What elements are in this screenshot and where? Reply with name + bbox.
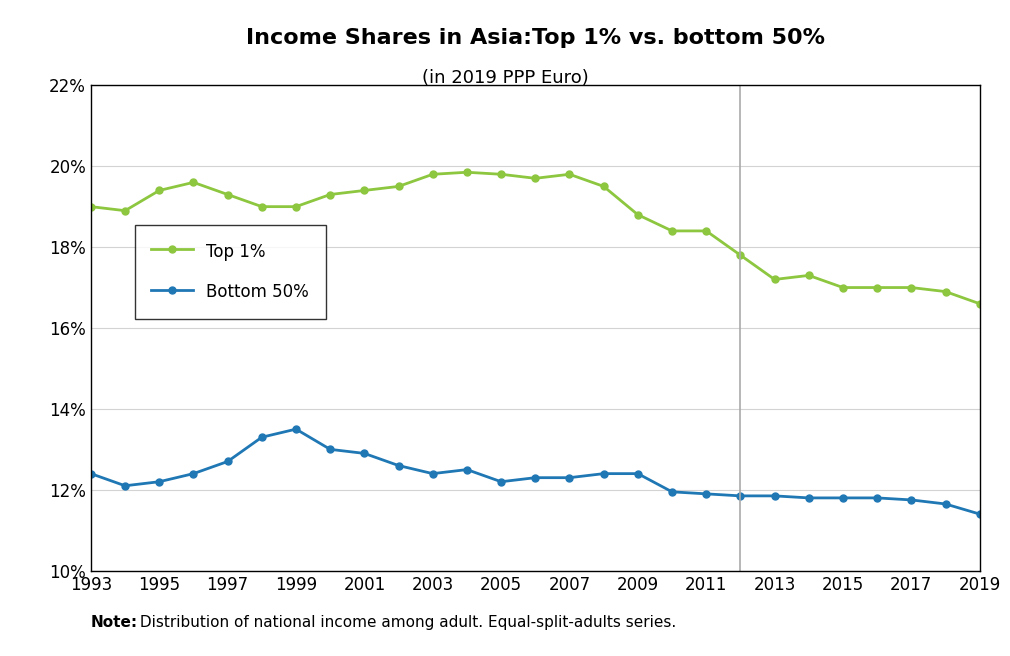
Top 1%	[461, 169, 473, 176]
Bottom 50%	[154, 478, 166, 485]
Top 1%	[734, 251, 746, 259]
Top 1%	[803, 272, 815, 279]
Top 1%	[529, 174, 541, 182]
Top 1%	[632, 211, 644, 218]
Top 1%	[119, 207, 131, 215]
Bottom 50%	[734, 492, 746, 500]
Line: Bottom 50%: Bottom 50%	[88, 426, 983, 518]
Top 1%	[393, 182, 405, 190]
Top 1%	[188, 178, 200, 186]
Bottom 50%	[871, 494, 883, 502]
Top 1%	[564, 171, 576, 178]
Text: Distribution of national income among adult. Equal-split-adults series.: Distribution of national income among ad…	[135, 615, 677, 630]
Bottom 50%	[974, 510, 986, 518]
Bottom 50%	[632, 470, 644, 478]
Bottom 50%	[188, 470, 200, 478]
Bottom 50%	[359, 449, 371, 457]
Top 1%	[769, 276, 781, 283]
Bottom 50%	[803, 494, 815, 502]
Bottom 50%	[290, 425, 302, 433]
Top 1%	[256, 203, 268, 211]
Bottom 50%	[700, 490, 712, 498]
Top 1%	[324, 190, 336, 198]
Bottom 50%	[666, 488, 678, 496]
Top 1%	[974, 300, 986, 308]
Bottom 50%	[256, 434, 268, 441]
Bottom 50%	[495, 478, 507, 485]
Bottom 50%	[837, 494, 849, 502]
Bottom 50%	[119, 482, 131, 489]
Title: Income Shares in Asia:Top 1% vs. bottom 50%: Income Shares in Asia:Top 1% vs. bottom …	[245, 28, 825, 48]
Bottom 50%	[769, 492, 781, 500]
Line: Top 1%: Top 1%	[88, 169, 983, 307]
Bottom 50%	[461, 466, 473, 474]
Bottom 50%	[393, 462, 405, 470]
Bottom 50%	[905, 496, 917, 504]
Top 1%	[666, 227, 678, 235]
Bottom 50%	[324, 445, 336, 453]
Top 1%	[359, 186, 371, 194]
Legend: Top 1%, Bottom 50%: Top 1%, Bottom 50%	[134, 225, 326, 319]
Bottom 50%	[426, 470, 438, 478]
Top 1%	[939, 288, 951, 296]
Bottom 50%	[564, 474, 576, 482]
Top 1%	[700, 227, 712, 235]
Text: Note:: Note:	[91, 615, 138, 630]
Top 1%	[290, 203, 302, 211]
Top 1%	[598, 182, 610, 190]
Text: (in 2019 PPP Euro): (in 2019 PPP Euro)	[421, 69, 589, 87]
Bottom 50%	[598, 470, 610, 478]
Top 1%	[905, 283, 917, 291]
Bottom 50%	[221, 458, 233, 466]
Top 1%	[495, 171, 507, 178]
Bottom 50%	[939, 500, 951, 508]
Top 1%	[837, 283, 849, 291]
Top 1%	[85, 203, 97, 211]
Top 1%	[221, 190, 233, 198]
Top 1%	[426, 171, 438, 178]
Bottom 50%	[529, 474, 541, 482]
Top 1%	[154, 186, 166, 194]
Top 1%	[871, 283, 883, 291]
Bottom 50%	[85, 470, 97, 478]
